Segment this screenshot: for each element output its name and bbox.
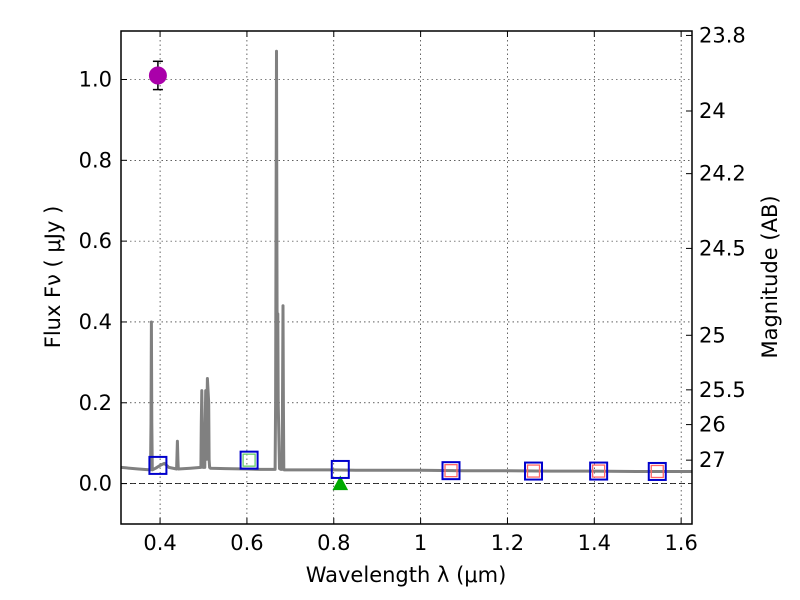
y2-tick-label: 24 [699, 99, 726, 123]
plot-area [121, 49, 692, 491]
x-tick-labels: 0.4 0.6 0.8 1 1.2 1.4 1.6 [143, 531, 697, 555]
y2-tick-label: 27 [699, 448, 726, 472]
y2-axis-label: Magnitude (AB) [758, 195, 782, 358]
y-tick-label: 0.4 [79, 310, 112, 334]
synthetic-band-square [444, 464, 458, 478]
x-tick-label: 1.6 [664, 531, 697, 555]
x-tick-label: 1.4 [578, 531, 611, 555]
model-band-square [647, 461, 667, 481]
y-tick-label: 0.6 [79, 229, 112, 253]
tick-marks [121, 31, 692, 524]
x-tick-label: 1 [414, 531, 427, 555]
y-tick-label: 0.8 [79, 148, 112, 172]
photometry-point [148, 66, 167, 85]
y2-tick-label: 24.5 [699, 236, 746, 260]
model-band-square [239, 450, 259, 470]
model-band-square [441, 461, 461, 481]
x-axis-label: Wavelength λ (μm) [306, 563, 507, 587]
synthetic-band-square [650, 464, 664, 479]
spectrum-line [121, 49, 692, 473]
plot-frame [120, 30, 693, 525]
y2-tick-label: 26 [699, 413, 726, 437]
y-tick-labels: 0.0 0.2 0.4 0.6 0.8 1.0 [79, 67, 112, 495]
model-band-square [589, 461, 609, 481]
y2-tick-label: 25.5 [699, 378, 746, 402]
y-tick-label: 0.0 [79, 472, 112, 496]
y2-tick-label: 23.8 [699, 23, 746, 47]
model-band-square [330, 459, 350, 479]
synthetic-band-square [591, 464, 606, 478]
synthetic-band-square [526, 464, 541, 478]
y2-tick-label: 24.2 [699, 162, 746, 186]
upper-limit-marker [332, 475, 349, 491]
model-band-square [524, 461, 544, 481]
y-tick-label: 0.2 [79, 391, 112, 415]
x-tick-label: 0.6 [230, 531, 263, 555]
x-tick-label: 1.2 [491, 531, 524, 555]
x-tick-label: 0.8 [317, 531, 350, 555]
y-axis-label: Flux Fν ( μJy ) [41, 206, 65, 349]
model-band-square [148, 455, 168, 475]
synthetic-band-square [242, 453, 256, 467]
y2-tick-label: 25 [699, 323, 726, 347]
grid-lines [121, 31, 692, 524]
x-tick-label: 0.4 [143, 531, 176, 555]
y-tick-label: 1.0 [79, 67, 112, 91]
y2-tick-labels: 23.8 24 24.2 24.5 25 25.5 26 27 [699, 23, 746, 472]
